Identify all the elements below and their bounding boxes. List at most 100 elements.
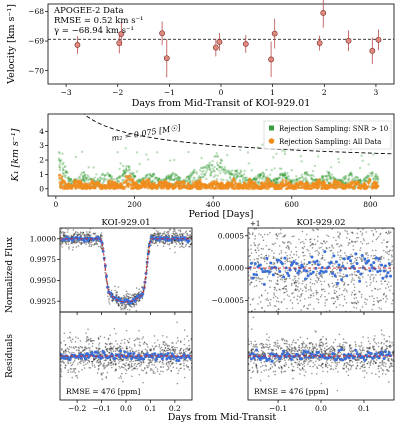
- flux1-raw-point: [121, 297, 123, 300]
- flux2-raw-point: [262, 239, 265, 242]
- period-green-point: [154, 176, 158, 179]
- flux2-raw-point: [359, 291, 361, 293]
- period-green-point: [61, 152, 64, 155]
- flux1-raw-point: [135, 287, 138, 289]
- flux1-raw-point: [68, 235, 70, 237]
- flux2-raw-point: [361, 242, 364, 245]
- period-green-point: [131, 171, 135, 175]
- flux2-raw-point: [275, 206, 277, 208]
- period-green-point: [321, 174, 324, 178]
- rv-ticks: −3 −2 −1 0 1 2 3−70−69−68: [28, 7, 378, 97]
- flux1-raw-point: [128, 297, 130, 299]
- flux2-raw-point: [317, 299, 320, 301]
- period-green-point: [58, 166, 61, 169]
- period-orange-point: [248, 185, 251, 189]
- period-green-point: [298, 177, 301, 180]
- flux1-raw-point: [155, 229, 158, 232]
- flux2-raw-point: [317, 254, 320, 256]
- period-green-point: [138, 179, 142, 182]
- period-green-point: [253, 178, 256, 182]
- period-orange-point: [168, 185, 172, 189]
- flux1-raw-point: [93, 232, 95, 235]
- flux2-raw-point: [273, 288, 276, 291]
- flux2-raw-point: [316, 228, 318, 230]
- period-green-point: [66, 171, 69, 174]
- flux2-raw-point: [258, 243, 261, 245]
- flux2-raw-point: [359, 332, 361, 334]
- flux2-raw-point: [391, 263, 393, 266]
- flux2-raw-point: [249, 283, 251, 286]
- flux2-raw-point: [322, 212, 324, 214]
- period-green-point: [138, 162, 141, 166]
- period-green-point: [84, 177, 87, 180]
- flux2-raw-point: [297, 286, 299, 288]
- flux2-raw-point: [350, 301, 353, 304]
- period-green-point: [366, 175, 369, 178]
- flux2-raw-point: [260, 278, 262, 280]
- flux2-raw-point: [321, 276, 323, 279]
- period-orange-point: [74, 184, 77, 188]
- flux2-raw-point: [353, 306, 355, 309]
- period-green-point: [304, 171, 307, 175]
- period-green-point: [277, 177, 281, 180]
- flux2-raw-point: [308, 319, 310, 321]
- period-green-point: [252, 177, 256, 180]
- period-green-point: [100, 173, 103, 177]
- flux1-raw-point: [135, 309, 138, 312]
- flux1-raw-point: [131, 294, 133, 297]
- period-orange-point: [283, 184, 286, 188]
- flux2-raw-point: [320, 294, 323, 296]
- period-green-point: [167, 176, 171, 179]
- flux2-raw-point: [303, 258, 306, 261]
- period-orange-point: [284, 181, 288, 184]
- period-green-point: [203, 165, 206, 169]
- rv-point: [271, 30, 278, 37]
- period-green-point: [291, 180, 294, 183]
- flux2-raw-point: [309, 296, 312, 299]
- period-green-point: [348, 172, 352, 175]
- period-green-point: [278, 167, 282, 170]
- flux2-raw-point: [295, 284, 297, 287]
- flux1-raw-point: [181, 243, 184, 246]
- flux1-raw-point: [80, 234, 83, 237]
- flux1-raw-point: [125, 293, 127, 296]
- period-green-point: [177, 176, 180, 180]
- flux2-raw-point: [316, 329, 318, 331]
- flux2-raw-point: [275, 282, 278, 285]
- period-green-point: [376, 177, 380, 180]
- flux1-raw-point: [75, 241, 78, 244]
- flux2-raw-point: [269, 298, 272, 301]
- period-orange-point: [134, 183, 137, 187]
- period-orange-point: [259, 186, 263, 190]
- period-green-point: [156, 179, 160, 182]
- flux2-raw-point: [338, 275, 341, 277]
- flux2-raw-point: [255, 251, 258, 254]
- flux2-raw-point: [309, 241, 312, 244]
- period-green-point: [332, 175, 335, 179]
- flux2-raw-point: [299, 207, 301, 209]
- flux2-raw-point: [365, 252, 367, 254]
- period-green-point: [285, 176, 288, 179]
- flux2-raw-point: [322, 240, 325, 242]
- flux2-raw-point: [343, 295, 346, 298]
- flux2-raw-point: [371, 229, 373, 232]
- period-green-point: [216, 155, 219, 159]
- flux2-raw-point: [321, 273, 323, 275]
- period-orange-point: [78, 184, 82, 188]
- flux1-raw-point: [153, 232, 155, 235]
- flux2-raw-point: [289, 299, 292, 302]
- rv-point: [320, 9, 327, 16]
- flux2-raw-point: [307, 304, 310, 307]
- flux1-raw-point: [80, 231, 82, 234]
- flux1-raw-point: [181, 233, 183, 235]
- flux2-raw-point: [341, 318, 343, 320]
- period-green-point: [280, 167, 283, 171]
- flux1-raw-point: [133, 295, 136, 298]
- flux2-raw-point: [389, 249, 391, 251]
- period-green-point: [231, 173, 234, 176]
- flux2-raw-point: [295, 281, 297, 283]
- period-green-point: [152, 172, 156, 176]
- flux2-raw-point: [342, 273, 345, 276]
- flux1-raw-point: [132, 303, 134, 305]
- flux2-raw-point: [338, 287, 341, 290]
